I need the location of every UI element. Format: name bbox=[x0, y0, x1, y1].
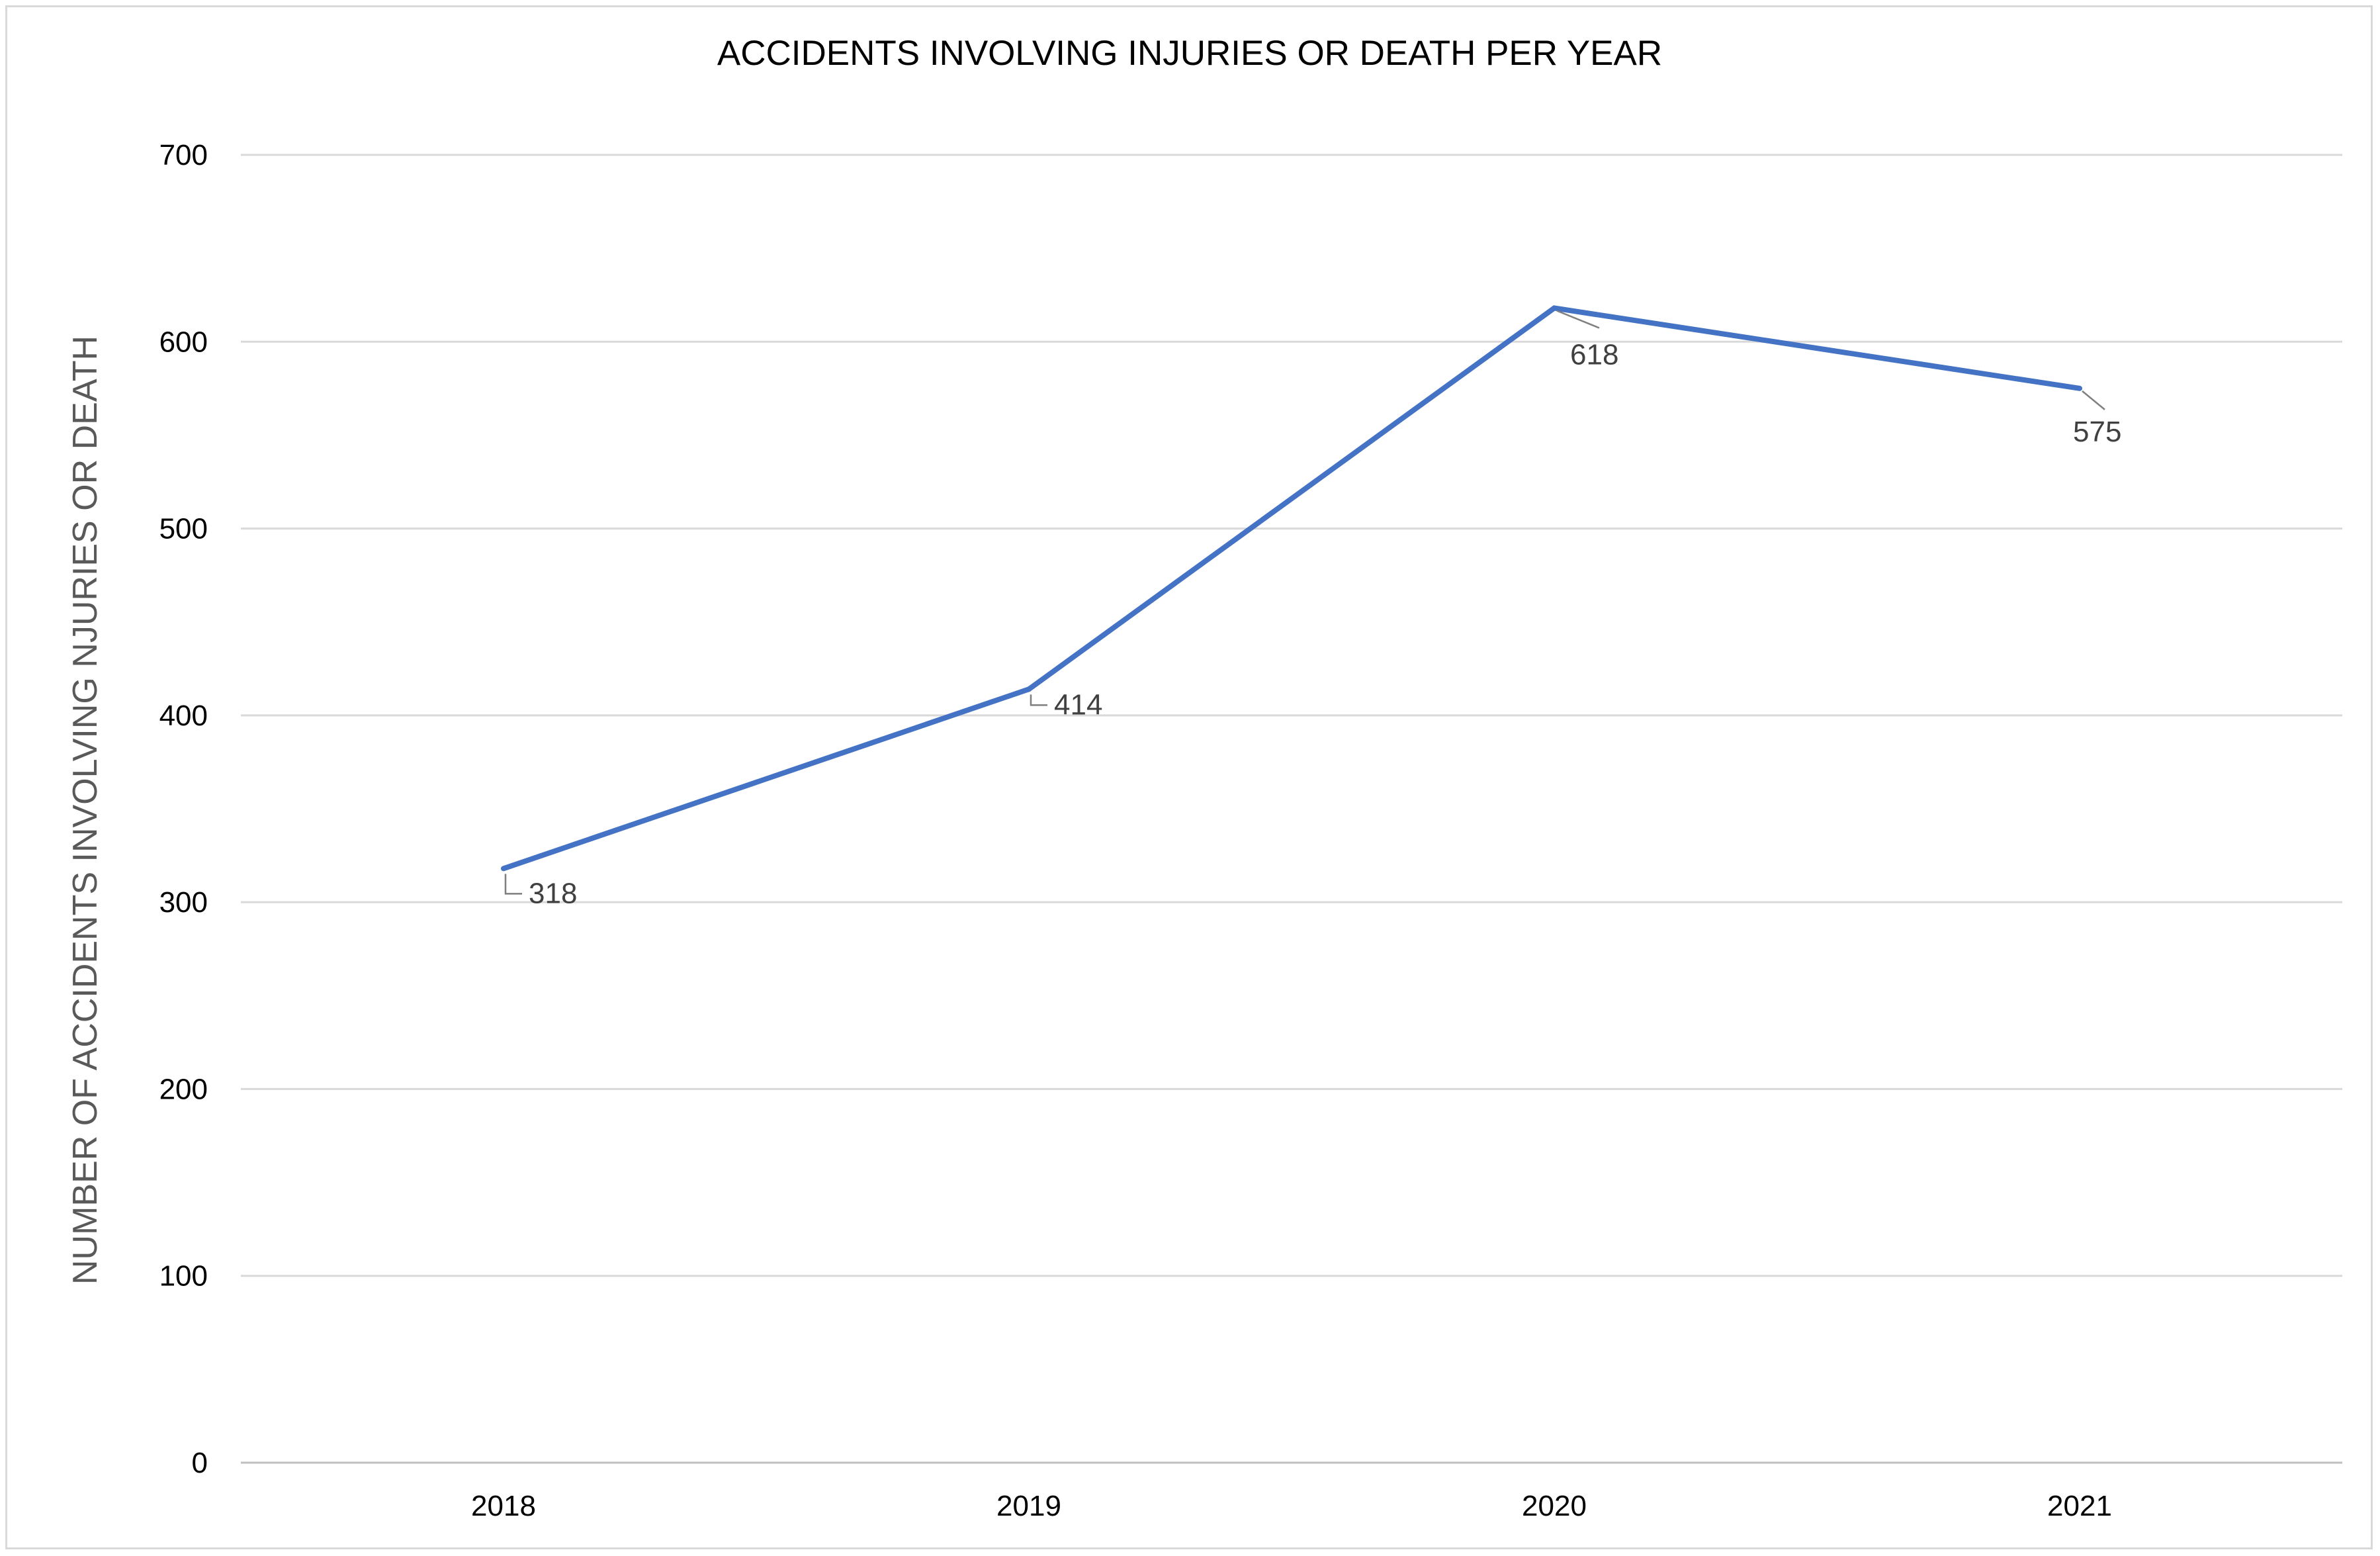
data-label: 318 bbox=[529, 877, 577, 909]
y-tick-label: 300 bbox=[159, 886, 208, 919]
data-label-leader bbox=[504, 874, 522, 895]
series-line bbox=[502, 305, 2080, 872]
data-label-leader bbox=[1030, 694, 1047, 706]
data-label: 414 bbox=[1054, 688, 1102, 721]
y-tick-label: 100 bbox=[159, 1260, 208, 1293]
data-label-leader bbox=[1556, 310, 1600, 329]
data-label: 618 bbox=[1570, 338, 1618, 371]
x-tick-label: 2018 bbox=[471, 1490, 536, 1522]
y-tick-label: 500 bbox=[159, 513, 208, 545]
data-label-leader bbox=[2082, 390, 2105, 410]
gridlines bbox=[241, 154, 2342, 1464]
data-labels: 318 414 618 575 bbox=[504, 310, 2121, 909]
x-axis-ticks: 2018 2019 2020 2021 bbox=[471, 1490, 2112, 1522]
data-point bbox=[2077, 385, 2082, 391]
y-tick-label: 200 bbox=[159, 1073, 208, 1105]
data-point bbox=[1552, 305, 1557, 311]
y-axis-title: NUMBER OF ACCIDENTS INVOLVING NJURIES OR… bbox=[66, 336, 105, 1285]
y-tick-label: 0 bbox=[192, 1447, 208, 1479]
series-layer bbox=[501, 305, 2082, 872]
data-point bbox=[1026, 686, 1032, 692]
chart-title: ACCIDENTS INVOLVING INJURIES OR DEATH PE… bbox=[717, 34, 1662, 73]
data-point bbox=[501, 866, 506, 872]
y-tick-label: 700 bbox=[159, 139, 208, 171]
x-tick-label: 2019 bbox=[996, 1490, 1061, 1522]
x-tick-label: 2021 bbox=[2047, 1490, 2112, 1522]
chart-frame bbox=[5, 5, 2373, 1549]
y-axis-ticks: 0 100 200 300 400 500 600 700 bbox=[159, 139, 208, 1479]
x-tick-label: 2020 bbox=[1522, 1490, 1587, 1522]
y-tick-label: 400 bbox=[159, 700, 208, 732]
y-tick-label: 600 bbox=[159, 326, 208, 358]
data-label: 575 bbox=[2073, 416, 2121, 448]
